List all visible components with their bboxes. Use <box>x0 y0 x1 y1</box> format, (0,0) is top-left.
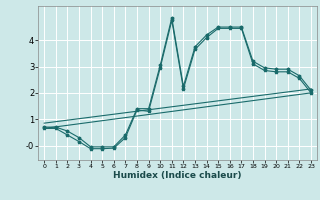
X-axis label: Humidex (Indice chaleur): Humidex (Indice chaleur) <box>113 171 242 180</box>
